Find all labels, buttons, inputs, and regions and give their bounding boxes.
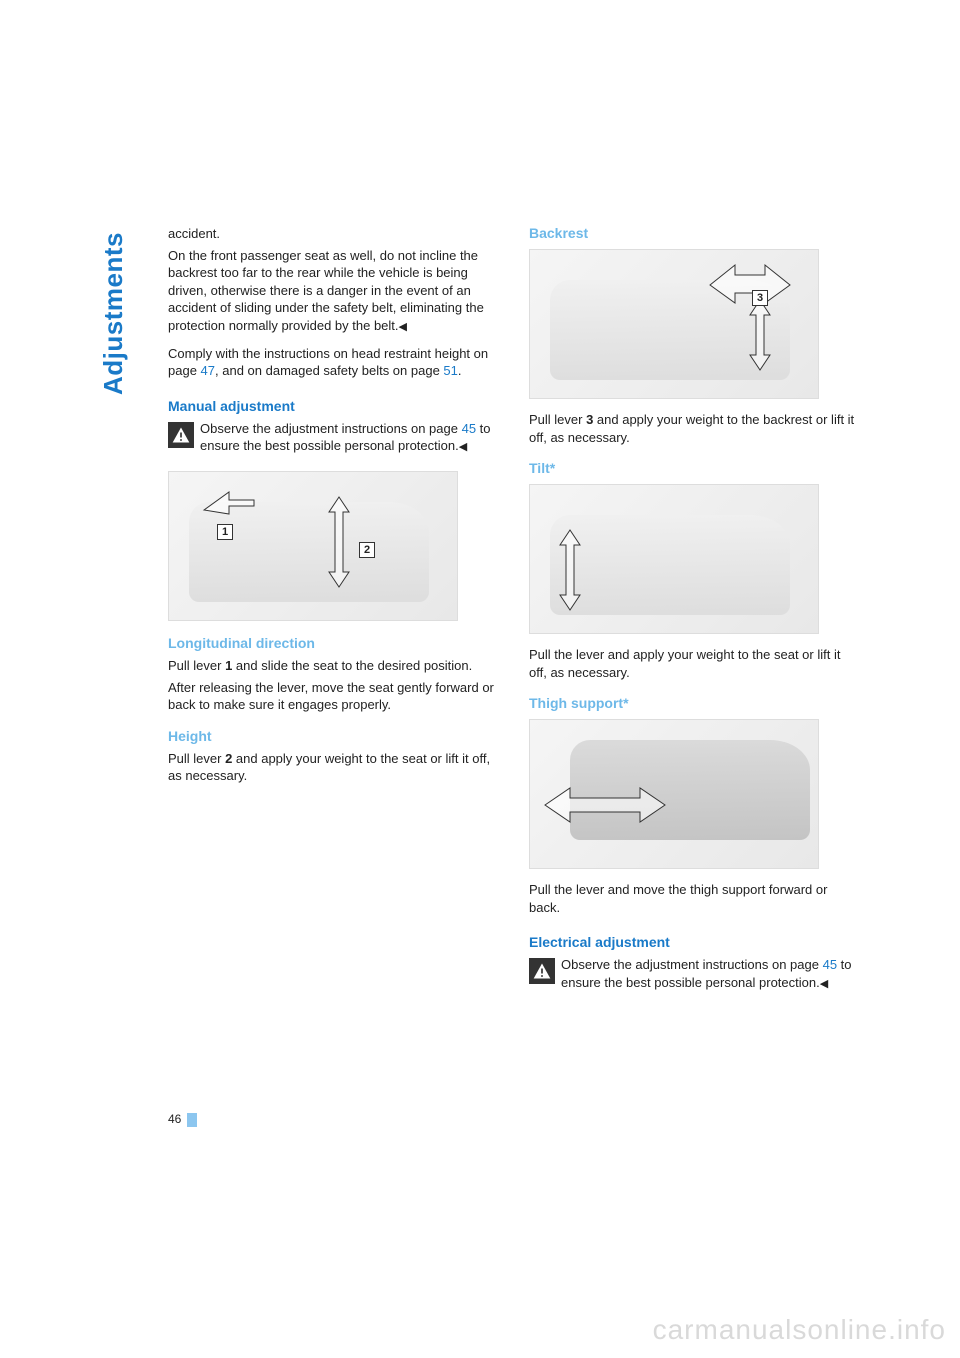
manual-adjustment-heading: Manual adjustment — [168, 398, 497, 414]
page-root: Adjustments accident. On the front passe… — [0, 0, 960, 1358]
electrical-heading: Electrical adjustment — [529, 934, 858, 950]
figure-label-3: 3 — [752, 290, 768, 306]
intro-passenger-text: On the front passenger seat as well, do … — [168, 248, 484, 333]
l-pre: Pull lever — [168, 658, 225, 673]
longitudinal-heading: Longitudinal direction — [168, 635, 497, 651]
thigh-heading: Thigh support* — [529, 695, 858, 711]
figure-manual-seat: 1 2 — [168, 471, 458, 621]
manual-caution-text: Observe the adjustment instructions on p… — [168, 420, 497, 455]
page-number-block: 46 — [168, 1112, 197, 1127]
tilt-p: Pull the lever and apply your weight to … — [529, 646, 858, 681]
page-link-45[interactable]: 45 — [462, 421, 476, 436]
h-pre: Pull lever — [168, 751, 225, 766]
page-marker-icon — [187, 1113, 197, 1127]
end-marker-2: ◀ — [459, 441, 467, 453]
longitudinal-p1: Pull lever 1 and slide the seat to the d… — [168, 657, 497, 675]
electrical-caution-text: Observe the adjustment instructions on p… — [529, 956, 858, 991]
figure-label-1: 1 — [217, 524, 233, 540]
end-marker-3: ◀ — [820, 978, 828, 990]
comply-end: . — [458, 363, 462, 378]
l-post: and slide the seat to the desired positi… — [232, 658, 472, 673]
end-marker-1: ◀ — [399, 321, 407, 333]
comply-mid: , and on damaged safety belts on page — [215, 363, 443, 378]
intro-accident: accident. — [168, 225, 497, 243]
content-columns: accident. On the front passenger seat as… — [168, 225, 858, 996]
thigh-p: Pull the lever and move the thigh suppor… — [529, 881, 858, 916]
backrest-heading: Backrest — [529, 225, 858, 241]
left-column: accident. On the front passenger seat as… — [168, 225, 497, 996]
height-heading: Height — [168, 728, 497, 744]
page-link-51[interactable]: 51 — [443, 363, 457, 378]
page-number: 46 — [168, 1112, 181, 1126]
mc-pre: Observe the adjustment instructions on p… — [200, 421, 462, 436]
electrical-caution-block: Observe the adjustment instructions on p… — [529, 956, 858, 995]
comply-paragraph: Comply with the instructions on head res… — [168, 345, 497, 380]
backrest-p1: Pull lever 3 and apply your weight to th… — [529, 411, 858, 446]
watermark: carmanualsonline.info — [653, 1314, 946, 1346]
tilt-heading: Tilt* — [529, 460, 858, 476]
page-link-45b[interactable]: 45 — [823, 957, 837, 972]
warning-icon — [529, 958, 555, 984]
intro-passenger-seat: On the front passenger seat as well, do … — [168, 247, 497, 335]
page-link-47[interactable]: 47 — [201, 363, 215, 378]
figure-backrest: 3 — [529, 249, 819, 399]
figure-tilt — [529, 484, 819, 634]
longitudinal-p2: After releasing the lever, move the seat… — [168, 679, 497, 714]
side-title: Adjustments — [98, 232, 129, 395]
warning-icon — [168, 422, 194, 448]
right-column: Backrest 3 Pull lever 3 and apply your w… — [529, 225, 858, 996]
height-p1: Pull lever 2 and apply your weight to th… — [168, 750, 497, 785]
figure-thigh — [529, 719, 819, 869]
manual-caution-block: Observe the adjustment instructions on p… — [168, 420, 497, 459]
b-pre: Pull lever — [529, 412, 586, 427]
ec-pre: Observe the adjustment instructions on p… — [561, 957, 823, 972]
figure-label-2: 2 — [359, 542, 375, 558]
